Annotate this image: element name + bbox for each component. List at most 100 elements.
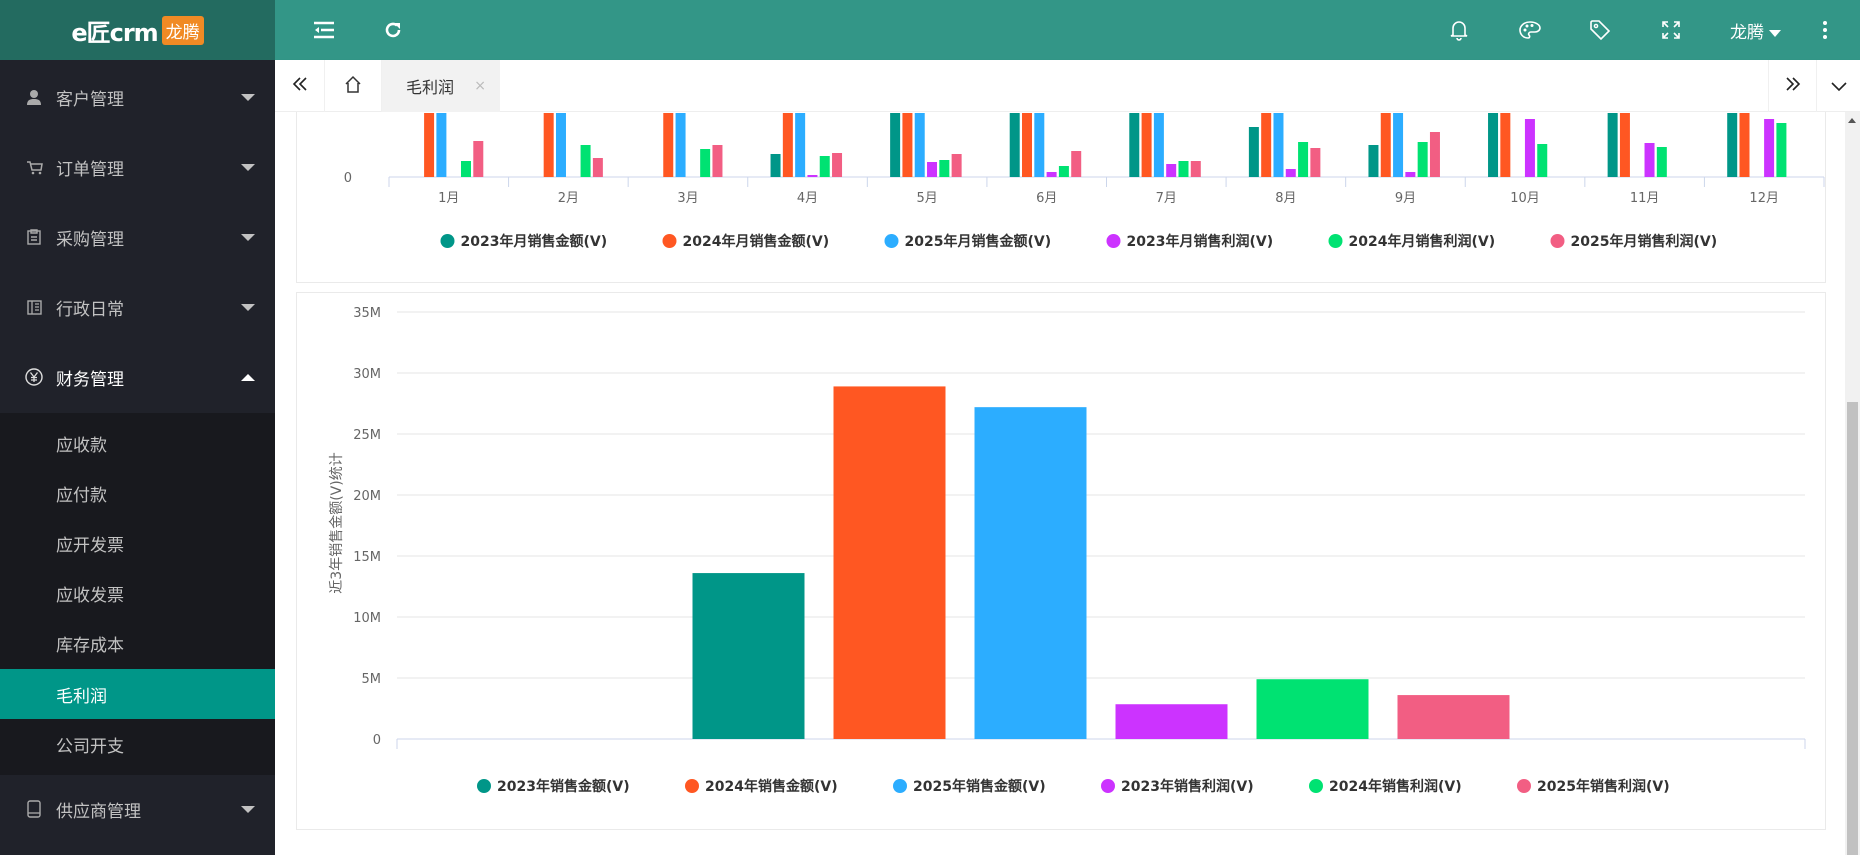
logo-badge: 龙腾 [161, 15, 204, 45]
bar [692, 573, 805, 739]
bar [424, 113, 435, 177]
fullscreen-icon[interactable] [1659, 18, 1683, 42]
legend-item[interactable]: 2023年销售利润(V) [1121, 778, 1254, 795]
home-tab[interactable] [325, 60, 382, 112]
sidebar-subitem-inventory-cost[interactable]: 库存成本 [0, 618, 275, 668]
sidebar-item-purchase[interactable]: 采购管理 [0, 202, 275, 272]
x-tick-label: 11月 [1630, 191, 1660, 206]
bar [1607, 113, 1618, 177]
top-header: 龙腾 [275, 0, 1860, 60]
more-vertical-icon[interactable] [1813, 18, 1837, 42]
bar [974, 407, 1087, 739]
monthly-sales-profit-chart: 0 1月 2月 3月 4月 5月 6月 7月 8月 9月 10月 11月 12月 2023年月销售金额(V… [344, 113, 1825, 250]
sidebar-item-orders[interactable]: 订单管理 [0, 132, 275, 202]
y-tick-label: 5M [362, 672, 382, 687]
bar [473, 141, 484, 177]
legend-item[interactable]: 2024年销售利润(V) [1329, 778, 1462, 795]
tab-gross-profit[interactable]: 毛利润 × [382, 60, 500, 112]
caret-down-icon [241, 163, 255, 171]
legend-item[interactable]: 2025年销售金额(V) [913, 778, 1046, 795]
bell-icon[interactable] [1447, 18, 1471, 42]
legend-marker [884, 234, 899, 248]
logo[interactable]: e匠crm 龙腾 [0, 0, 275, 60]
tablet-icon [22, 800, 46, 818]
sidebar-subitem-invoices-to-receive[interactable]: 应收发票 [0, 568, 275, 618]
clipboard-icon [22, 229, 46, 245]
bar [1524, 119, 1535, 177]
legend-item[interactable]: 2023年销售金额(V) [497, 778, 630, 795]
user-menu[interactable]: 龙腾 [1730, 18, 1782, 43]
tab-label: 毛利润 [406, 78, 455, 97]
legend-item[interactable]: 2024年销售金额(V) [705, 778, 838, 795]
sidebar-subitem-gross-profit[interactable]: 毛利润 [0, 669, 275, 719]
subitem-label: 应开发票 [56, 535, 124, 556]
subitem-label: 毛利润 [56, 686, 107, 707]
double-chevron-right-icon [1785, 76, 1801, 96]
x-tick-label: 10月 [1510, 191, 1540, 206]
y-tick-label: 0 [344, 171, 352, 186]
sidebar-item-customers[interactable]: 客户管理 [0, 62, 275, 132]
bar [1273, 113, 1284, 177]
y-tick-label: 25M [353, 428, 381, 443]
bar [1500, 113, 1511, 177]
tab-options-button[interactable] [1817, 60, 1860, 112]
bar [1178, 161, 1189, 177]
bar [1022, 113, 1033, 177]
close-icon[interactable]: × [474, 78, 486, 94]
y-tick-label: 15M [353, 550, 381, 565]
scrollbar-thumb[interactable] [1847, 402, 1858, 855]
sidebar-item-suppliers[interactable]: 供应商管理 [0, 774, 275, 844]
refresh-icon[interactable] [381, 18, 405, 42]
subitem-label: 公司开支 [56, 736, 124, 757]
sidebar-subitem-invoices-to-issue[interactable]: 应开发票 [0, 518, 275, 568]
tag-icon[interactable] [1588, 18, 1612, 42]
subitem-label: 库存成本 [56, 635, 124, 656]
legend-item[interactable]: 2024年月销售金额(V) [683, 233, 830, 250]
bar [1046, 172, 1057, 177]
bar [1285, 169, 1296, 177]
legend-item[interactable]: 2025年月销售金额(V) [905, 233, 1052, 250]
legend-item[interactable]: 2023年月销售金额(V) [461, 233, 608, 250]
sidebar-subitem-payables[interactable]: 应付款 [0, 468, 275, 518]
caret-down-icon [241, 233, 255, 241]
x-tick-label: 8月 [1275, 191, 1296, 206]
scroll-up-arrow-icon[interactable] [1848, 118, 1856, 123]
legend-marker [1517, 779, 1531, 793]
sidebar-item-finance[interactable]: 财务管理 [0, 342, 275, 412]
legend-item[interactable]: 2024年月销售利润(V) [1349, 233, 1496, 250]
scroll-tabs-right-button[interactable] [1768, 60, 1817, 112]
legend-item[interactable]: 2023年月销售利润(V) [1127, 233, 1274, 250]
scroll-tabs-left-button[interactable] [275, 60, 325, 112]
palette-icon[interactable] [1518, 18, 1542, 42]
bar [460, 161, 471, 177]
bar [1058, 166, 1069, 177]
bar [927, 162, 938, 177]
caret-up-icon [241, 373, 255, 381]
x-tick-label: 12月 [1749, 191, 1779, 206]
legend-marker [1101, 779, 1115, 793]
y-tick-label: 30M [353, 367, 381, 382]
sidebar: 客户管理 订单管理 采购管理 行政日常 财务管理 应收款 应付款 应开发票 应收… [0, 60, 275, 855]
x-tick-label: 4月 [797, 191, 818, 206]
sidebar-item-admin[interactable]: 行政日常 [0, 272, 275, 342]
legend-marker [685, 779, 699, 793]
sidebar-item-label: 订单管理 [56, 159, 124, 180]
vertical-scrollbar[interactable] [1845, 112, 1860, 855]
sidebar-subitem-receivables[interactable]: 应收款 [0, 418, 275, 468]
sidebar-item-label: 行政日常 [56, 299, 124, 320]
legend-item[interactable]: 2025年月销售利润(V) [1571, 233, 1718, 250]
bar [1190, 161, 1201, 177]
caret-down-icon [241, 805, 255, 813]
sidebar-subitem-company-expenses[interactable]: 公司开支 [0, 719, 275, 769]
bar [914, 113, 925, 177]
book-icon [22, 299, 46, 315]
bar [939, 160, 950, 177]
legend-marker [1309, 779, 1323, 793]
caret-down-icon [241, 303, 255, 311]
legend-item[interactable]: 2025年销售利润(V) [1537, 778, 1670, 795]
bar [675, 113, 686, 177]
sidebar-item-label: 采购管理 [56, 229, 124, 250]
menu-fold-icon[interactable] [312, 18, 336, 42]
bar [436, 113, 447, 177]
user-icon [22, 89, 46, 105]
